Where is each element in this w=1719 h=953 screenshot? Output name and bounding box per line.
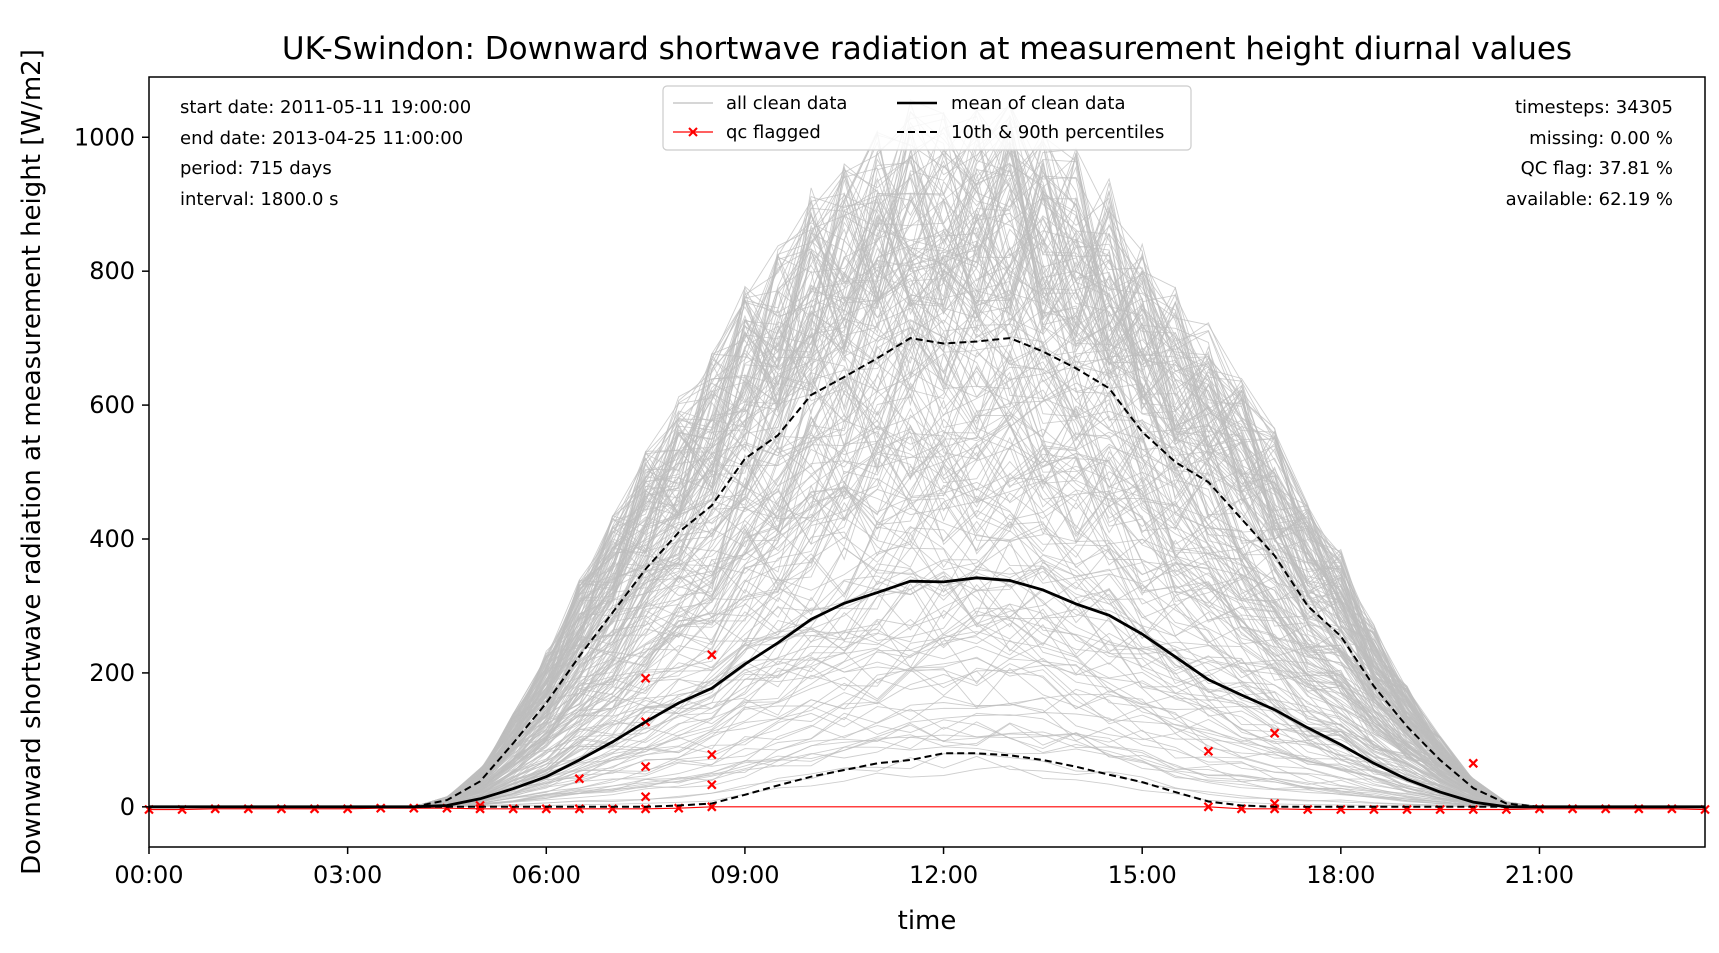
x-tick-label: 12:00 — [909, 861, 978, 889]
clean-trace — [149, 413, 1705, 808]
plot-area — [144, 99, 1710, 815]
qc-flagged-point — [1203, 802, 1214, 812]
qc-flagged-point — [640, 761, 651, 772]
x-tick-label: 21:00 — [1505, 861, 1574, 889]
clean-trace — [149, 488, 1705, 808]
clean-trace — [149, 281, 1705, 808]
legend-label-mean: mean of clean data — [951, 93, 1126, 114]
mean-line — [149, 576, 1705, 809]
clean-trace — [149, 163, 1705, 808]
chart-title: UK-Swindon: Downward shortwave radiation… — [282, 31, 1572, 67]
y-tick-label: 0 — [120, 793, 135, 821]
x-tick-label: 15:00 — [1108, 861, 1177, 889]
clean-trace — [149, 431, 1705, 808]
x-tick-label: 03:00 — [313, 861, 382, 889]
y-axis-title: Downward shortwave radiation at measurem… — [17, 49, 47, 875]
clean-trace — [149, 577, 1705, 808]
clean-trace — [149, 325, 1705, 808]
clean-trace — [149, 155, 1705, 808]
missing-text: missing: 0.00 % — [1529, 128, 1673, 149]
clean-trace — [149, 376, 1705, 808]
clean-trace — [149, 336, 1705, 808]
info-left: start date: 2011-05-11 19:00:00 end date… — [180, 97, 471, 210]
percentile-10-line — [149, 752, 1705, 808]
x-tick-label: 18:00 — [1306, 861, 1375, 889]
y-tick-label: 200 — [89, 659, 135, 687]
clean-trace — [149, 575, 1705, 808]
clean-trace — [149, 265, 1705, 808]
clean-trace — [149, 559, 1705, 808]
x-axis: 00:00 03:00 06:00 09:00 12:00 15:00 18:00 21:00 — [114, 847, 1574, 889]
clean-trace — [149, 571, 1705, 808]
plot-frame — [148, 76, 1706, 848]
y-tick-label: 800 — [89, 257, 135, 285]
info-right: timesteps: 34305 missing: 0.00 % QC flag… — [1506, 97, 1673, 210]
clean-trace — [149, 390, 1705, 808]
qc-flagged-point — [1269, 728, 1280, 738]
available-text: available: 62.19 % — [1506, 189, 1673, 210]
y-tick-label: 600 — [89, 391, 135, 419]
qc-flagged-point — [707, 779, 717, 790]
clean-trace — [149, 566, 1705, 808]
x-axis-title: time — [898, 906, 957, 936]
clean-trace — [149, 208, 1705, 808]
clean-trace — [149, 544, 1705, 808]
clean-trace — [149, 111, 1705, 808]
clean-trace — [149, 588, 1705, 808]
legend-label-clean: all clean data — [726, 93, 847, 114]
end-date-text: end date: 2013-04-25 11:00:00 — [180, 128, 463, 149]
clean-data-traces — [149, 99, 1705, 808]
clean-trace — [149, 212, 1705, 808]
qc-flagged-point — [1203, 746, 1214, 757]
clean-trace — [149, 559, 1705, 808]
qc-flagged-point — [640, 792, 651, 802]
legend-box — [662, 85, 1192, 151]
x-tick-label: 09:00 — [710, 861, 779, 889]
qc-flagged-point — [640, 673, 651, 684]
clean-trace — [149, 572, 1705, 808]
start-date-text: start date: 2011-05-11 19:00:00 — [180, 97, 471, 118]
interval-text: interval: 1800.0 s — [180, 189, 339, 210]
qc-flagged-point — [475, 800, 485, 811]
legend: all clean data qc flagged mean of clean … — [662, 85, 1192, 151]
y-axis: 0 200 400 600 800 1000 — [74, 123, 149, 821]
qc-flagged-line — [149, 806, 1706, 811]
clean-trace — [149, 187, 1705, 808]
period-text: period: 715 days — [180, 158, 332, 179]
clean-trace — [149, 134, 1705, 808]
qc-flagged-point — [1468, 758, 1479, 769]
legend-marker-flagged — [688, 127, 698, 137]
qc-flagged-point — [707, 749, 717, 760]
clean-trace — [149, 561, 1705, 808]
timesteps-text: timesteps: 34305 — [1515, 97, 1673, 118]
legend-label-percentiles: 10th & 90th percentiles — [951, 122, 1164, 143]
y-tick-label: 400 — [89, 525, 135, 553]
clean-trace — [149, 389, 1705, 808]
clean-trace — [149, 575, 1705, 808]
x-tick-label: 00:00 — [114, 861, 183, 889]
clean-trace — [149, 443, 1705, 808]
clean-trace — [149, 460, 1705, 808]
clean-trace — [149, 299, 1705, 808]
qc-flagged-point — [707, 802, 717, 812]
qc-flagged-point — [574, 773, 585, 784]
clean-trace — [149, 432, 1705, 808]
clean-trace — [149, 299, 1705, 808]
clean-trace — [149, 134, 1705, 808]
qc-flagged-point — [707, 650, 717, 660]
clean-trace — [149, 300, 1705, 808]
qc-flag-text: QC flag: 37.81 % — [1521, 158, 1673, 179]
statistics-layer — [149, 337, 1705, 809]
legend-label-flagged: qc flagged — [726, 122, 821, 143]
y-tick-label: 1000 — [74, 123, 135, 151]
clean-trace — [149, 136, 1705, 808]
x-tick-label: 06:00 — [512, 861, 581, 889]
